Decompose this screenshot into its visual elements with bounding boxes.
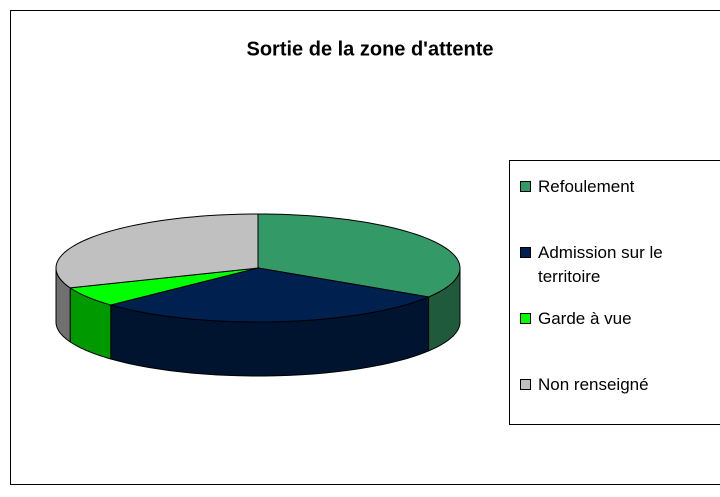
legend-label: Garde à vue bbox=[538, 309, 632, 328]
legend-item: Refoulement bbox=[520, 175, 705, 199]
legend-label: Refoulement bbox=[538, 177, 635, 196]
legend-item: Admission sur le territoire bbox=[520, 241, 705, 289]
legend-swatch bbox=[520, 313, 531, 324]
legend-item: Non renseigné bbox=[520, 373, 705, 397]
legend-label: Admission sur le territoire bbox=[538, 243, 663, 286]
pie-slice bbox=[55, 213, 259, 289]
legend-swatch bbox=[520, 181, 531, 192]
chart-frame bbox=[10, 10, 720, 485]
chart-title: Sortie de la zone d'attente bbox=[246, 38, 493, 60]
legend-swatch bbox=[520, 379, 531, 390]
pie-slice bbox=[108, 267, 431, 323]
legend-item: Garde à vue bbox=[520, 307, 705, 331]
legend-swatch bbox=[520, 247, 531, 258]
legend: Refoulement Admission sur le territoire Ga… bbox=[509, 160, 720, 425]
pie-slice bbox=[68, 267, 259, 306]
legend-label: Non renseigné bbox=[538, 375, 649, 394]
